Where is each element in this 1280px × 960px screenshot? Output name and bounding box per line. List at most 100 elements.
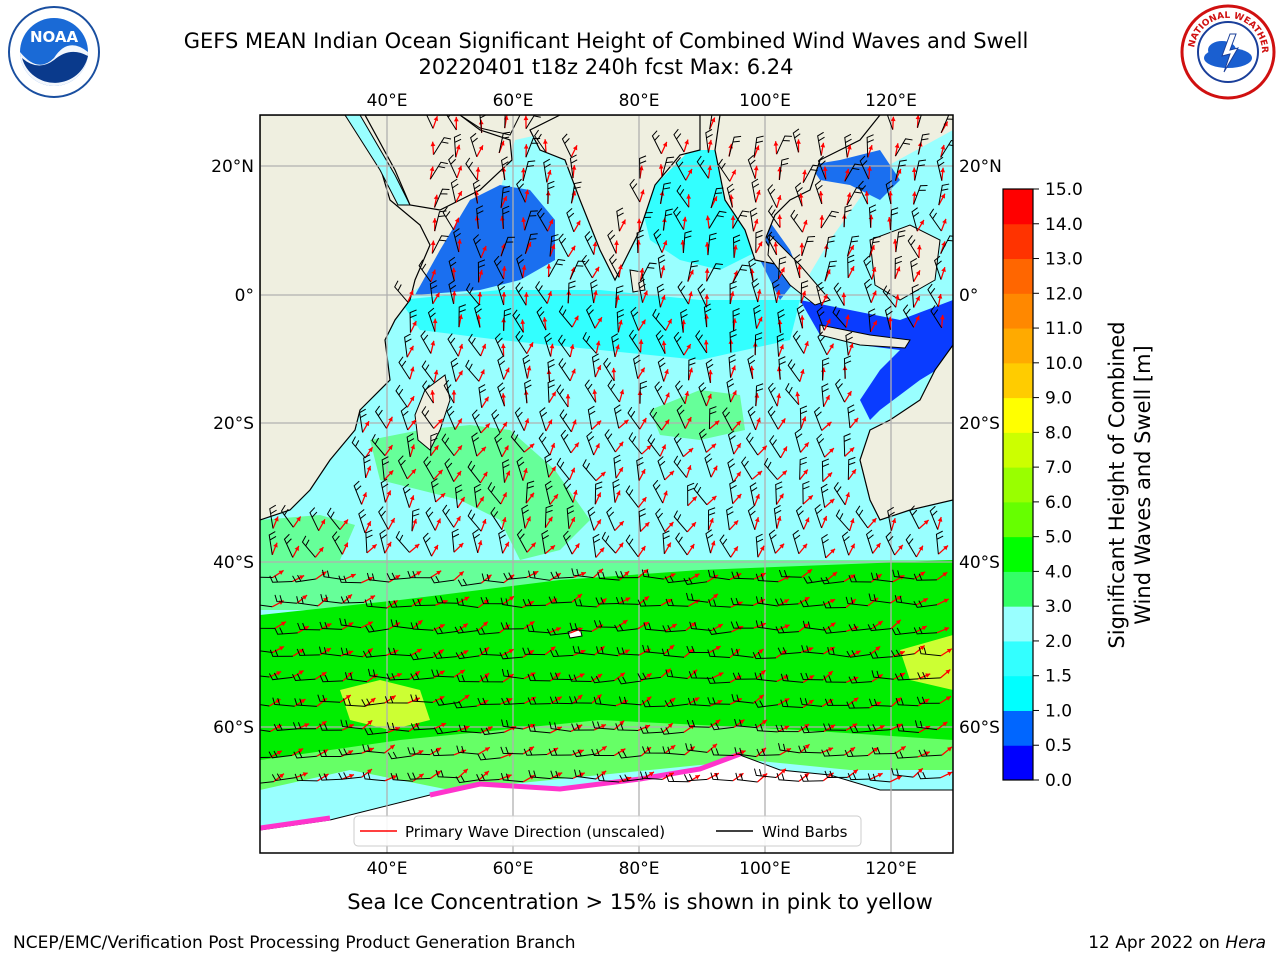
wave-direction-arrowhead [478,145,483,151]
wave-direction-arrowhead [646,445,652,451]
colorbar-tick-label: 13.0 [1045,250,1083,270]
wind-barb [868,593,891,604]
wave-direction-arrowhead [832,572,838,577]
wind-barb [847,254,855,278]
wind-barb [365,624,389,633]
wind-barb [710,748,734,756]
wave-direction-arrowhead [504,445,509,451]
wave-direction-arrowhead [898,544,903,550]
wind-barb [274,627,298,635]
wind-barb [548,748,572,756]
wind-barb [776,772,800,782]
wind-barb [569,622,592,632]
wind-barb [799,697,823,707]
wave-direction-arrowhead [548,219,554,225]
wind-barb [895,138,913,157]
wind-barb [730,597,754,606]
wind-barb [411,508,420,532]
wind-barb [730,621,754,629]
wind-barb [871,747,895,755]
wind-barb [380,478,389,503]
wave-direction-arrowhead [595,443,600,449]
wind-barb [816,306,825,331]
wind-barb [260,675,270,678]
wind-barb [390,619,413,630]
wave-direction-arrowhead [601,770,607,776]
wind-barb [637,672,661,681]
wind-barb [547,379,555,403]
wind-barb [358,509,367,534]
wind-barb [639,726,664,734]
lon-tick-bottom: 100°E [739,859,791,879]
wind-barb [522,647,546,656]
wind-barb [458,724,482,734]
wind-barb [410,622,434,631]
wind-barb [516,178,526,203]
wind-barb [821,383,829,407]
wind-barb [682,230,692,254]
wind-barb [476,205,484,229]
wind-barb [660,182,671,204]
wind-barb [448,280,457,305]
wind-barb [615,723,639,731]
wind-barb [717,158,731,182]
wind-barb [480,675,504,683]
wind-barb [752,651,776,660]
wind-barb [704,453,713,478]
wave-direction-arrowhead [479,496,484,502]
wind-barb [688,357,696,381]
wind-barb [524,233,538,254]
wave-direction-arrowhead [667,599,673,604]
wind-barb [824,235,836,258]
wind-barb [528,570,551,581]
wind-barb [406,433,415,457]
wind-barb [895,159,907,181]
australia-coastline [859,343,953,521]
wave-direction-arrowhead [343,519,349,525]
lat-tick-right: 60°S [959,718,1000,738]
wave-direction-arrowhead [707,393,712,399]
wind-barb [778,356,786,380]
wave-direction-arrowhead [600,724,606,729]
wind-barb [673,128,685,153]
wind-barb [371,433,386,456]
wind-barb [559,409,572,433]
wind-barb [673,331,685,356]
wave-direction-arrowhead [739,719,745,725]
wave-direction-arrowhead [754,517,760,523]
wind-barb [319,674,343,683]
wind-barb [680,309,688,333]
wave-direction-arrowhead [387,445,393,451]
colorbar-tick-label: 5.0 [1045,528,1072,548]
wind-barb [905,533,917,558]
wave-direction-arrowhead [320,519,325,525]
wave-direction-arrowhead [618,542,624,548]
wave-direction-arrowhead [826,269,831,275]
wave-direction-arrowhead [687,416,692,422]
wave-direction-arrowhead [911,191,917,197]
wind-barb [442,504,455,528]
wind-barb [869,651,893,659]
wind-barb [451,528,460,553]
wave-direction-arrowhead [825,395,830,401]
wind-barb [816,433,826,458]
wind-barb [443,379,455,404]
wave-direction-arrowhead [276,671,282,676]
wind-barb [515,330,528,354]
wind-barb [824,260,837,282]
wave-direction-arrowhead [754,145,760,151]
wind-barb [628,432,643,455]
wave-direction-arrowhead [571,165,577,170]
wave-direction-arrowhead [802,169,807,175]
wave-direction-arrowhead [780,768,786,774]
wind-barb [590,279,598,304]
wave-direction-arrowhead [456,516,461,522]
wave-direction-arrowhead [731,365,736,371]
colorbar-bin [1003,258,1033,294]
wind-barb [731,693,754,704]
wind-barb [916,115,922,128]
wind-barb [755,620,778,631]
wind-barb [747,154,756,179]
wave-direction-arrowhead [458,370,463,376]
colorbar-bin [1003,432,1033,468]
